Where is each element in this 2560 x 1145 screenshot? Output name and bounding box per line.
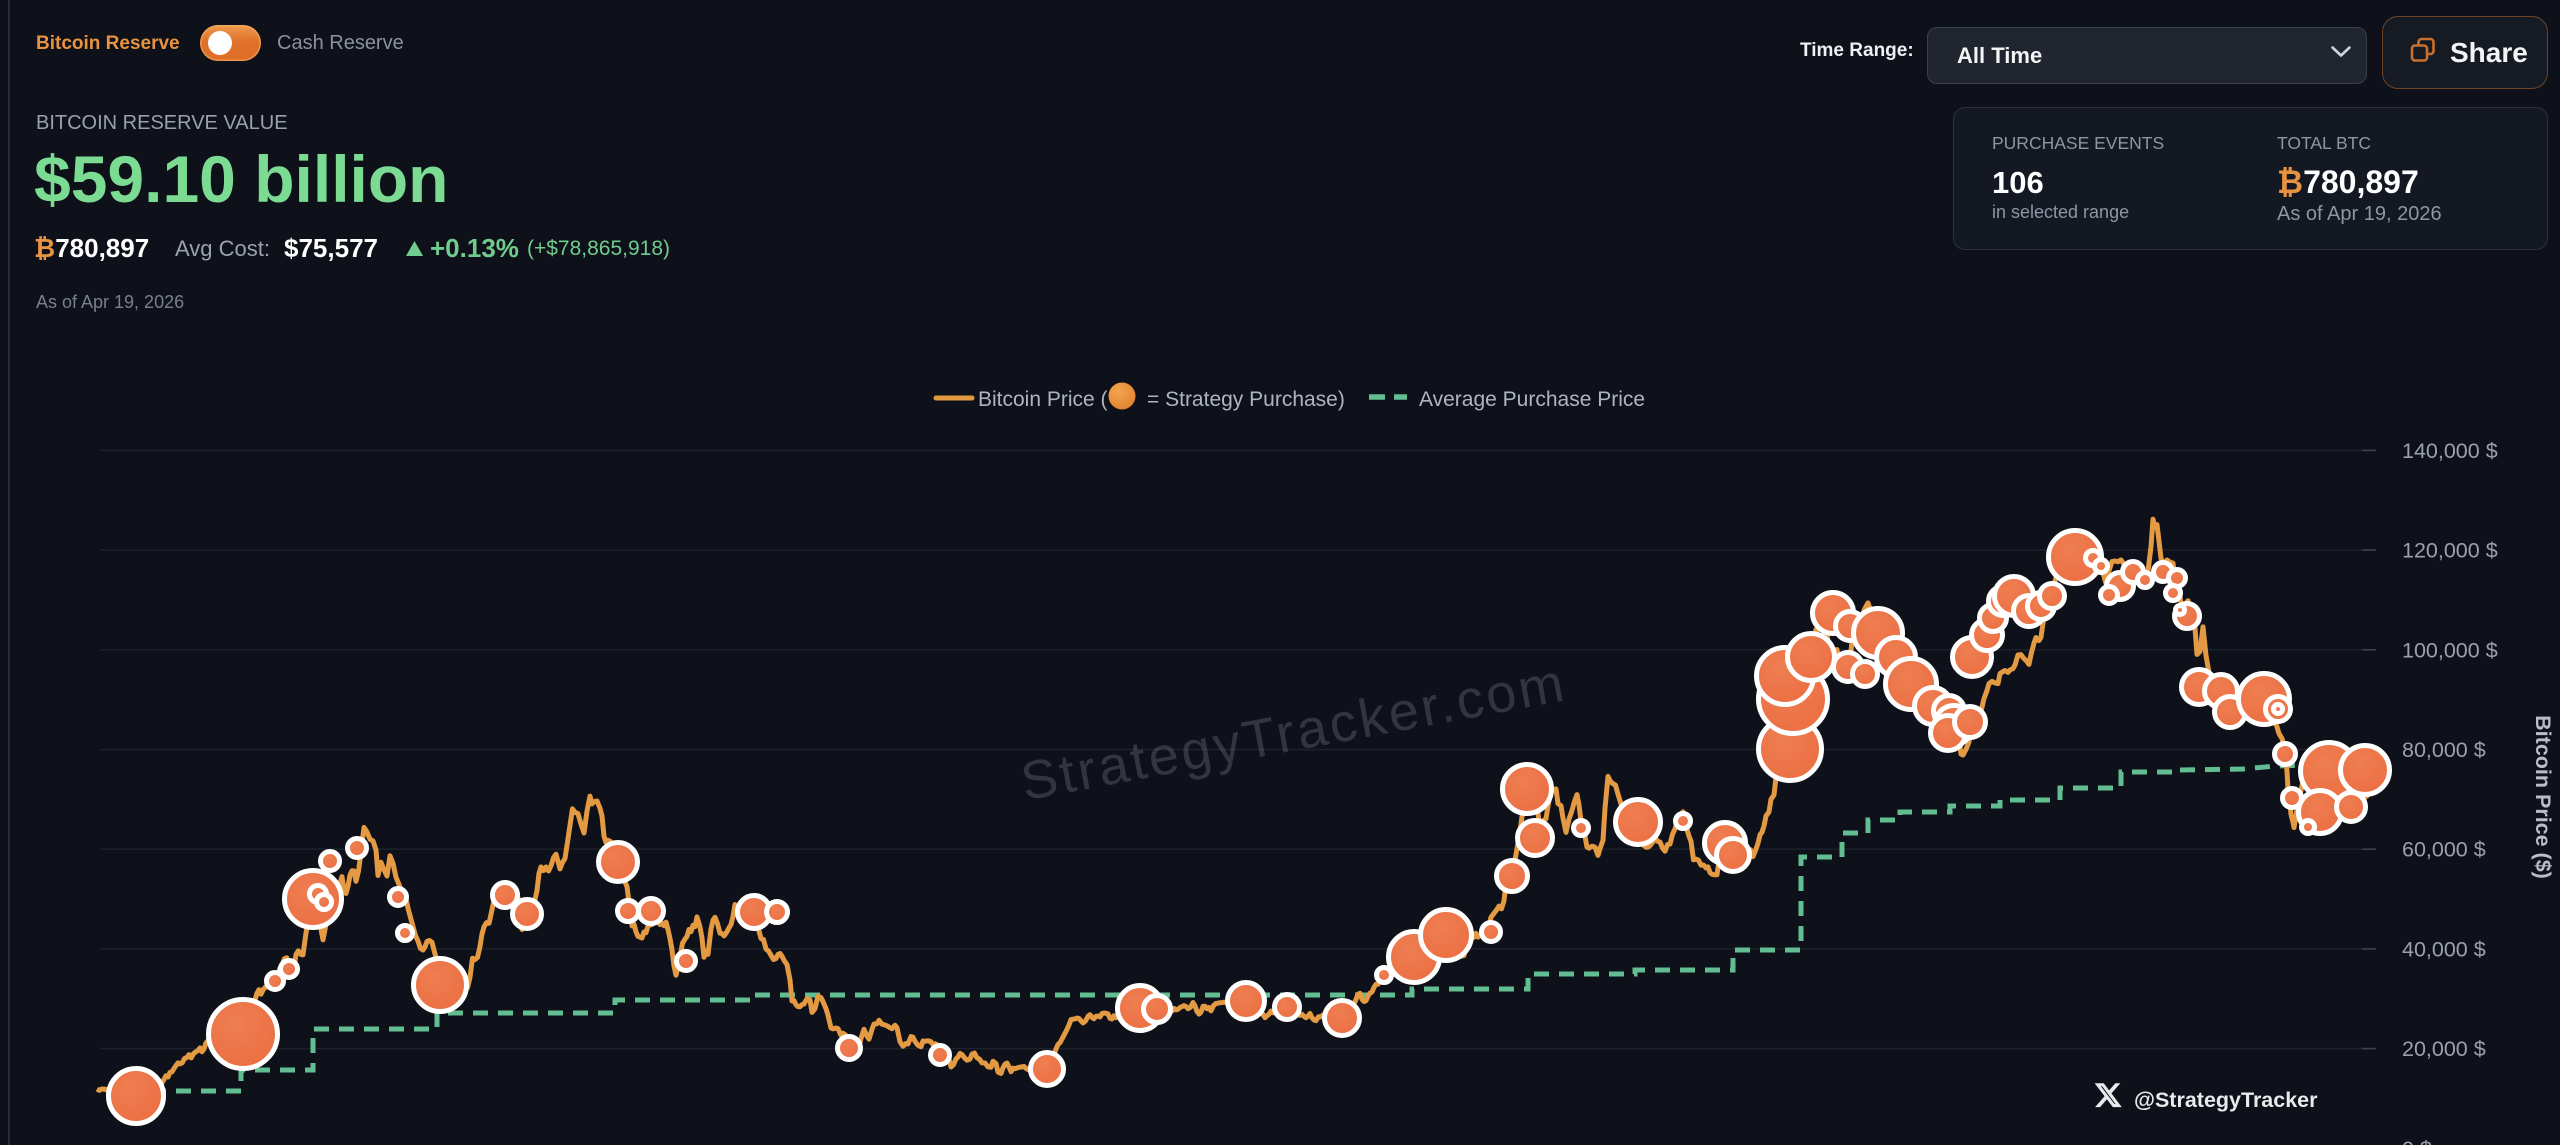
svg-text:60,000 $: 60,000 $ <box>2402 838 2486 862</box>
svg-text:= Strategy Purchase): = Strategy Purchase) <box>1147 388 1345 411</box>
svg-text:120,000 $: 120,000 $ <box>2402 539 2498 563</box>
svg-text:Average Purchase Price: Average Purchase Price <box>1419 388 1645 411</box>
svg-text:20,000 $: 20,000 $ <box>2402 1037 2486 1061</box>
svg-text:140,000 $: 140,000 $ <box>2402 439 2498 463</box>
svg-text:0 $: 0 $ <box>2402 1137 2432 1145</box>
svg-text:40,000 $: 40,000 $ <box>2402 937 2486 961</box>
svg-text:StrategyTracker.com: StrategyTracker.com <box>1016 652 1571 812</box>
svg-text:Bitcoin Price ($): Bitcoin Price ($) <box>2531 715 2555 879</box>
svg-text:80,000 $: 80,000 $ <box>2402 738 2486 762</box>
svg-text:100,000 $: 100,000 $ <box>2402 638 2498 662</box>
svg-text:@StrategyTracker: @StrategyTracker <box>2134 1088 2318 1112</box>
svg-text:Bitcoin Price (: Bitcoin Price ( <box>978 388 1108 411</box>
